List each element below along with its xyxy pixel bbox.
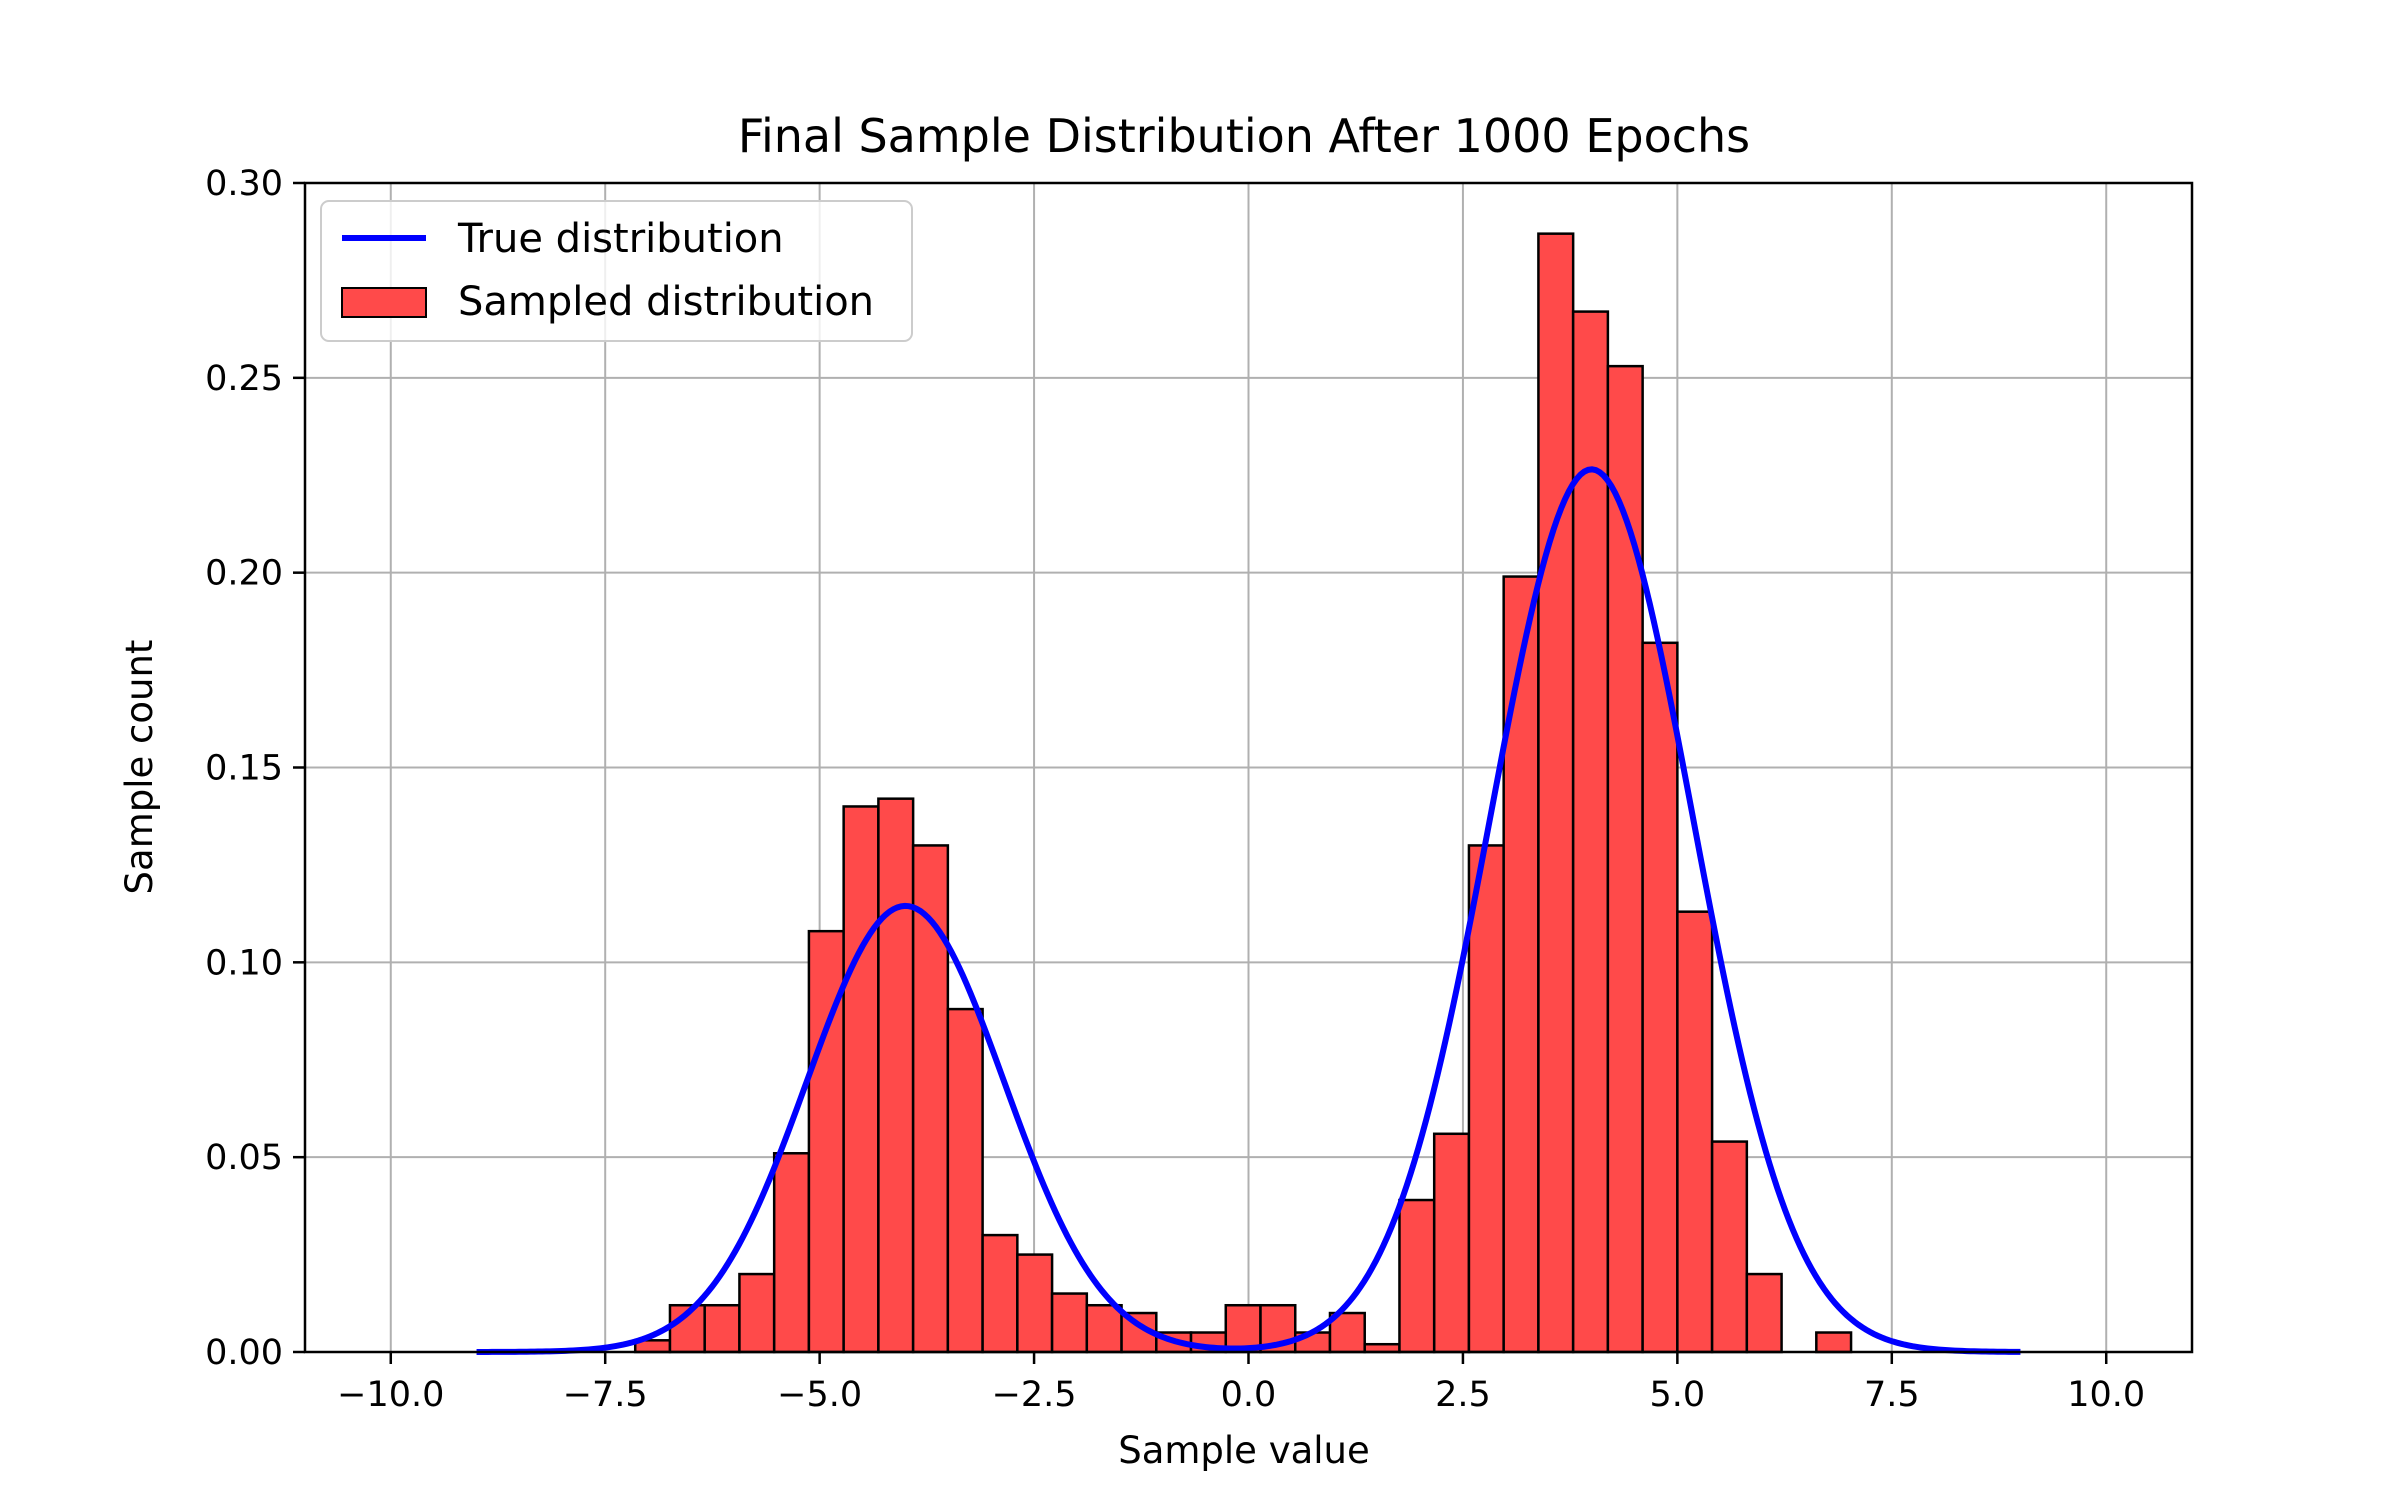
histogram-bar [772, 1152, 811, 1354]
histogram-bar [738, 1272, 776, 1354]
legend-bar-swatch [341, 287, 427, 318]
x-tick-label: −5.0 [777, 1375, 862, 1415]
x-tick-label: −7.5 [563, 1375, 648, 1415]
histogram-bar [1085, 1303, 1123, 1354]
histogram-bar [1502, 575, 1540, 1354]
x-tick-label: 7.5 [1864, 1375, 1920, 1415]
y-tick-label: 0.15 [205, 749, 283, 789]
y-tick-label: 0.25 [205, 359, 283, 399]
true-distribution-line [476, 466, 2021, 1355]
histogram-bar [1745, 1272, 1783, 1354]
x-tick-label: −2.5 [992, 1375, 1077, 1415]
histogram-bar [1398, 1198, 1436, 1354]
y-tick-label: 0.30 [205, 164, 283, 204]
histogram-bar [1641, 641, 1679, 1354]
legend-bar-label: Sampled distribution [458, 279, 874, 325]
x-tick-label: 0.0 [1221, 1375, 1277, 1415]
y-tick-label: 0.10 [205, 943, 283, 983]
histogram-bar [981, 1233, 1019, 1354]
density-curve [476, 466, 2021, 1355]
y-tick-label: 0.20 [205, 554, 283, 594]
histogram-bar [1815, 1331, 1853, 1354]
histogram-bar [1224, 1303, 1262, 1354]
histogram-bar [1467, 844, 1505, 1354]
y-axis-title: Sample count [118, 640, 161, 895]
histogram-bar [703, 1303, 741, 1354]
histogram-bar [1676, 910, 1714, 1354]
chart-title: Final Sample Distribution After 1000 Epo… [738, 109, 1750, 163]
histogram-bars [633, 232, 1853, 1354]
histogram-bar [1710, 1140, 1749, 1354]
x-axis-title: Sample value [1118, 1429, 1370, 1472]
x-tick-label: −10.0 [337, 1375, 444, 1415]
x-axis-ticks: −10.0 −7.5 −5.0 −2.5 0.0 2.5 5.0 7.5 10.0 [337, 1352, 2145, 1415]
histogram-bar [1432, 1132, 1471, 1354]
histogram-bar [1016, 1253, 1054, 1354]
histogram-bar [946, 1007, 984, 1354]
y-axis-ticks: 0.00 0.05 0.10 0.15 0.20 0.25 0.30 [205, 164, 305, 1373]
y-tick-label: 0.05 [205, 1138, 283, 1178]
histogram-bar [1050, 1292, 1089, 1354]
x-tick-label: 2.5 [1435, 1375, 1491, 1415]
legend-curve-label: True distribution [457, 216, 784, 262]
legend: True distribution Sampled distribution [320, 200, 913, 342]
y-tick-label: 0.00 [205, 1333, 283, 1373]
histogram-bar [877, 797, 915, 1354]
histogram-bar [1537, 232, 1575, 1354]
x-tick-label: 10.0 [2067, 1375, 2145, 1415]
legend-box [320, 200, 913, 342]
histogram-bar [842, 805, 880, 1354]
x-tick-label: 5.0 [1650, 1375, 1706, 1415]
